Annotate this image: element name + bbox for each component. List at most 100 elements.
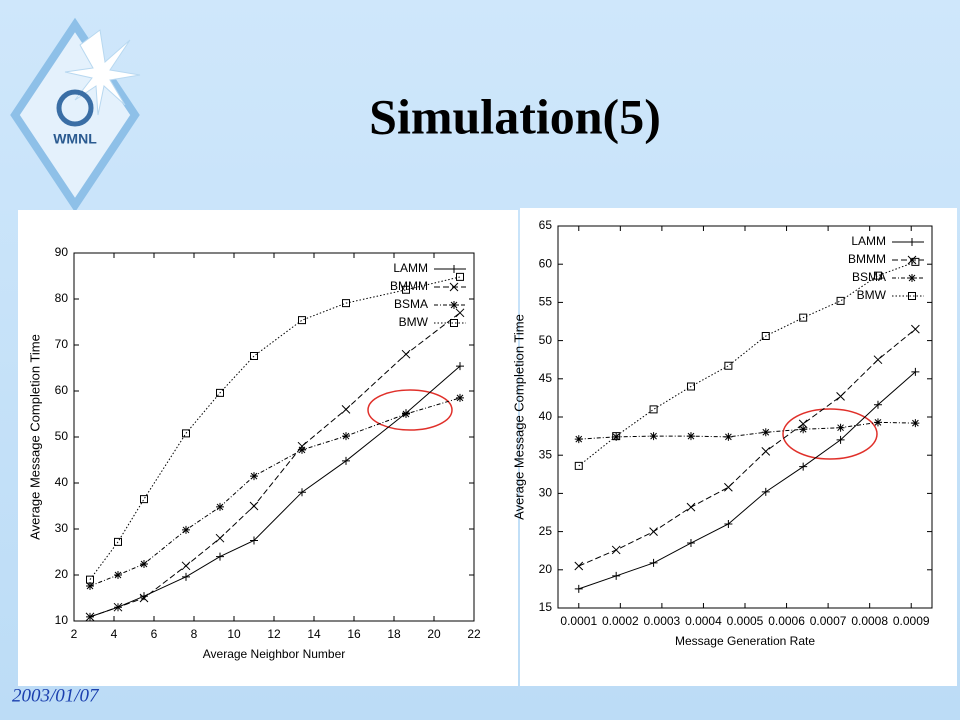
data-point <box>342 432 350 441</box>
data-point <box>456 272 464 281</box>
data-point <box>873 271 882 280</box>
data-point <box>113 602 123 612</box>
y-tick-label: 35 <box>539 447 553 461</box>
data-point <box>456 362 464 371</box>
slide-title: Simulation(5) <box>369 88 661 144</box>
data-point <box>686 539 695 548</box>
x-tick-label: 18 <box>387 627 401 641</box>
data-point <box>86 575 94 584</box>
x-tick-label: 0.0001 <box>560 614 597 628</box>
data-point <box>140 495 148 504</box>
data-point <box>114 571 122 579</box>
legend-label: BMW <box>857 288 887 302</box>
data-point <box>649 432 658 441</box>
y-tick-label: 15 <box>539 600 553 614</box>
y-tick-label: 40 <box>55 475 69 489</box>
x-tick-label: 0.0008 <box>851 614 888 628</box>
data-point <box>873 418 882 427</box>
data-point <box>911 419 920 428</box>
x-tick-label: 6 <box>151 627 158 641</box>
data-point <box>574 461 583 470</box>
data-point <box>298 445 306 454</box>
y-axis-label: Average Message Completion Time <box>511 314 526 520</box>
data-point <box>612 432 621 441</box>
data-point <box>250 536 258 545</box>
logo-text: WMNL <box>53 131 97 147</box>
data-point <box>574 561 584 571</box>
x-tick-label: 12 <box>267 627 281 641</box>
data-point <box>181 561 191 571</box>
data-point <box>401 349 411 359</box>
data-point <box>836 423 845 432</box>
data-point <box>215 533 225 543</box>
data-point <box>686 502 696 512</box>
data-point <box>799 313 808 322</box>
legend-marker <box>450 319 458 327</box>
data-point <box>836 435 845 444</box>
slide-date: 2003/01/07 <box>12 685 100 706</box>
y-tick-label: 50 <box>539 333 553 347</box>
chart-panel <box>18 210 518 686</box>
legend-label: BSMA <box>852 270 886 284</box>
y-tick-label: 90 <box>55 245 69 259</box>
data-point <box>342 299 350 308</box>
series-line <box>578 261 916 467</box>
x-tick-label: 0.0003 <box>644 614 681 628</box>
data-point <box>341 405 351 414</box>
x-tick-label: 0.0007 <box>810 614 847 628</box>
data-point <box>761 428 770 437</box>
x-tick-label: 22 <box>467 627 481 641</box>
data-point <box>761 487 770 496</box>
data-point <box>612 571 621 580</box>
y-tick-label: 25 <box>539 524 553 538</box>
data-point <box>911 257 920 266</box>
legend-marker <box>908 292 916 300</box>
data-point <box>761 332 770 341</box>
data-point <box>182 572 190 581</box>
data-point <box>140 559 148 568</box>
y-tick-label: 80 <box>55 291 69 305</box>
data-point <box>649 405 658 414</box>
data-point <box>836 296 845 305</box>
x-tick-label: 0.0006 <box>768 614 805 628</box>
series-line <box>578 371 916 590</box>
data-point <box>402 285 410 294</box>
y-tick-label: 55 <box>539 295 553 309</box>
x-tick-label: 0.0002 <box>602 614 639 628</box>
y-tick-label: 20 <box>55 567 69 581</box>
highlight-ellipse <box>367 389 453 431</box>
data-point <box>86 582 94 591</box>
x-tick-label: 16 <box>347 627 361 641</box>
y-tick-label: 30 <box>539 486 553 500</box>
data-point <box>216 388 224 397</box>
data-point <box>250 352 258 361</box>
data-point <box>456 393 464 402</box>
x-axis-label: Message Generation Rate <box>675 634 815 648</box>
data-point <box>611 545 621 555</box>
data-point <box>649 527 658 536</box>
legend-label: BSMA <box>394 297 428 311</box>
chart-panel <box>520 208 957 686</box>
data-point <box>649 558 658 567</box>
data-point <box>139 593 149 603</box>
y-axis-label: Average Message Completion Time <box>27 334 42 540</box>
legend-label: BMW <box>399 315 429 329</box>
data-point <box>911 367 920 376</box>
legend-marker <box>449 282 459 292</box>
y-tick-label: 20 <box>539 562 553 576</box>
data-point <box>724 361 733 370</box>
x-tick-label: 4 <box>111 627 118 641</box>
y-tick-label: 65 <box>539 218 553 232</box>
logo: WMNL <box>10 17 141 213</box>
y-tick-label: 60 <box>55 383 69 397</box>
legend-marker <box>450 301 458 309</box>
data-point <box>724 482 733 492</box>
data-point <box>686 432 695 441</box>
data-point <box>182 429 190 438</box>
legend-label: LAMM <box>393 261 428 275</box>
x-tick-label: 14 <box>307 627 321 641</box>
data-point <box>574 584 583 593</box>
legend-marker <box>450 265 458 273</box>
